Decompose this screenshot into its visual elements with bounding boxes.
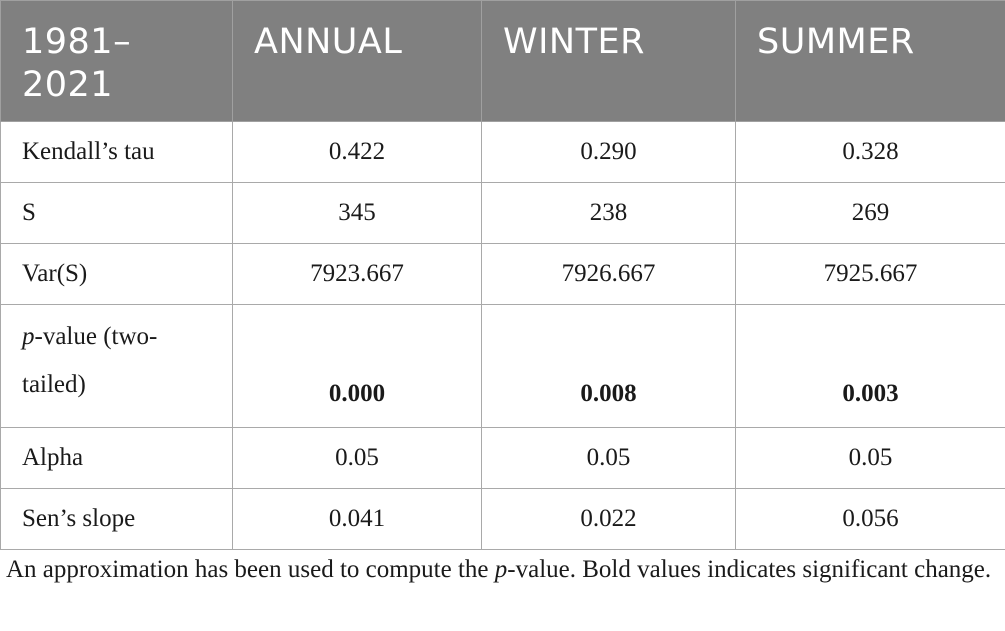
cell-annual: 0.422: [232, 121, 482, 183]
row-label: Var(S): [0, 243, 233, 305]
cell-summer: 0.05: [735, 427, 1005, 489]
row-label-italic: p: [22, 323, 35, 350]
cell-summer: 0.328: [735, 121, 1005, 183]
cell-winter: 0.008: [481, 304, 736, 428]
cell-winter: 0.022: [481, 488, 736, 550]
cell-summer: 0.003: [735, 304, 1005, 428]
table-row: S 345 238 269: [0, 182, 1005, 244]
table-row: Var(S) 7923.667 7926.667 7925.667: [0, 243, 1005, 305]
cell-annual: 7923.667: [232, 243, 482, 305]
row-label: Kendall’s tau: [0, 121, 233, 183]
header-winter: WINTER: [481, 0, 736, 122]
row-label: Alpha: [0, 427, 233, 489]
cell-annual: 345: [232, 182, 482, 244]
cell-summer: 7925.667: [735, 243, 1005, 305]
row-label-rest: -value (two-: [34, 323, 158, 350]
mann-kendall-results-table: 1981– 2021 ANNUAL WINTER SUMMER Kendall’s…: [0, 0, 1005, 550]
header-annual: ANNUAL: [232, 0, 482, 122]
cell-summer: 269: [735, 182, 1005, 244]
cell-summer: 0.056: [735, 488, 1005, 550]
footnote-italic: p: [494, 556, 508, 583]
header-period-line1: 1981–: [22, 22, 132, 62]
table-row: Kendall’s tau 0.422 0.290 0.328: [0, 121, 1005, 183]
footnote-part1: An approximation has been used to comput…: [6, 556, 495, 583]
row-label: p-value (two-tailed): [0, 304, 233, 428]
cell-winter: 238: [481, 182, 736, 244]
results-table-container: 1981– 2021 ANNUAL WINTER SUMMER Kendall’s…: [0, 0, 1005, 550]
row-label-line2: tailed): [22, 371, 86, 398]
table-row: Sen’s slope 0.041 0.022 0.056: [0, 488, 1005, 550]
table-row: Alpha 0.05 0.05 0.05: [0, 427, 1005, 489]
header-period-line2: 2021: [22, 65, 114, 105]
cell-winter: 0.05: [481, 427, 736, 489]
row-label: Sen’s slope: [0, 488, 233, 550]
footnote-part2: -value. Bold values indicates significan…: [507, 556, 992, 583]
cell-winter: 7926.667: [481, 243, 736, 305]
cell-winter: 0.290: [481, 121, 736, 183]
row-label: S: [0, 182, 233, 244]
cell-annual: 0.000: [232, 304, 482, 428]
table-row: p-value (two-tailed) 0.000 0.008 0.003: [0, 304, 1005, 428]
header-row: 1981– 2021 ANNUAL WINTER SUMMER: [0, 0, 1005, 122]
cell-annual: 0.041: [232, 488, 482, 550]
header-period: 1981– 2021: [0, 0, 233, 122]
table-footnote: An approximation has been used to comput…: [6, 552, 996, 587]
header-summer: SUMMER: [735, 0, 1005, 122]
cell-annual: 0.05: [232, 427, 482, 489]
